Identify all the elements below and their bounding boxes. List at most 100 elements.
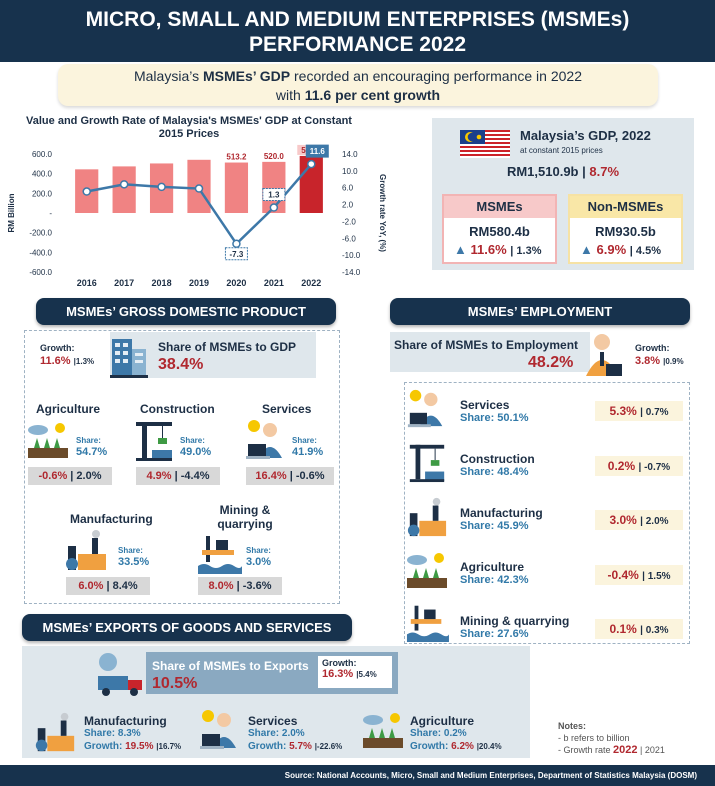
non-msme-gdp-card: Non-MSMEs RM930.5b ▲ 6.9% | 4.5% [568, 194, 683, 264]
x-tick-label: 2021 [264, 278, 284, 288]
services-person-icon [407, 389, 443, 428]
y-tick-label: 200.0 [32, 189, 53, 198]
employment-sector-share: Share: 45.9% [460, 520, 529, 532]
y-tick-label: -400.0 [29, 248, 52, 257]
gdp-share-value: 38.4% [158, 356, 204, 373]
bar-label: 520.0 [264, 152, 285, 161]
infographic-header: MICRO, SMALL AND MEDIUM ENTERPRISES (MSM… [0, 0, 715, 62]
manufacturing-gdp-share: 33.5% [118, 556, 150, 568]
construction-crane-icon [136, 422, 172, 461]
employment-share-banner [390, 332, 590, 372]
exports-sector-growth: Growth: 5.7% |-22.6% [248, 741, 343, 752]
employment-section-frame [404, 382, 690, 644]
up-arrow-icon: ▲ [580, 242, 593, 257]
employment-share-label: Share of MSMEs to Employment [394, 338, 579, 352]
x-tick-label: 2022 [301, 278, 321, 288]
construction-gdp-growth: 4.9% | -4.4% [136, 467, 220, 485]
intro-highlight: MSMEs’ GDP [202, 68, 291, 84]
exports-share-value: 10.5% [152, 675, 198, 692]
growth-label-bg [262, 188, 286, 202]
exports-sector-name: Agriculture [410, 714, 475, 728]
y2-tick-label: -2.0 [342, 217, 356, 226]
growth-point [119, 180, 129, 189]
services-person-icon [246, 420, 282, 459]
y2-tick-label: 2.0 [342, 201, 354, 210]
manufacturing-gdp-growth: 6.0% | 8.4% [66, 577, 150, 595]
bar-label: 513.2 [226, 153, 247, 162]
chart-title: Value and Growth Rate of Malaysia's MSME… [26, 115, 352, 140]
notes: Notes: - b refers to billion - Growth ra… [558, 720, 665, 756]
y-tick-label: 400.0 [32, 170, 53, 179]
gdp-share-label: Share of MSMEs to GDP [158, 340, 297, 354]
non-msme-card-title: Non-MSMEs [570, 196, 681, 218]
employment-sector-growth: -0.4% | 1.5% [595, 565, 683, 585]
exports-share-label: Share of MSMEs to Exports [152, 659, 309, 673]
malaysia-flag-icon [460, 130, 510, 158]
exports-growth-label: Growth: [322, 658, 357, 668]
gdp-bar [112, 166, 136, 213]
factory-icon [35, 712, 75, 752]
services-person-icon [200, 710, 236, 749]
msme-card-growth: ▲ 11.6% | 1.3% [454, 242, 542, 257]
employment-sector-growth: 0.2% | -0.7% [595, 456, 683, 476]
agriculture-icon [363, 713, 403, 748]
share-label: Share: [180, 436, 205, 445]
y-tick-label: 600.0 [32, 150, 53, 159]
oil-rig-icon [406, 605, 449, 642]
notes-line: - Growth rate 2022 | 2021 [558, 744, 665, 756]
growth-point [157, 182, 166, 192]
gdp-title: Malaysia’s GDP, 2022 [520, 128, 651, 143]
employment-sector-share: Share: 27.6% [460, 628, 529, 640]
growth-label: -7.3 [230, 250, 244, 259]
exports-sector-share: Share: 0.2% [410, 728, 467, 739]
growth-point [194, 184, 204, 193]
gdp-value: RM1,510.9b | 8.7% [506, 164, 620, 179]
services-gdp-growth: 16.4% | -0.6% [246, 467, 334, 485]
employment-sector-name: Construction [460, 452, 535, 466]
gdp-bar [224, 162, 249, 213]
oil-rig-icon [198, 536, 242, 574]
growth-point [232, 239, 241, 249]
x-tick-label: 2017 [114, 278, 134, 288]
share-label: Share: [76, 436, 101, 445]
growth-point [82, 187, 91, 196]
gdp-sector-name: Construction [140, 402, 215, 416]
msme-card-title: MSMEs [444, 196, 555, 218]
exports-sector-share: Share: 8.3% [84, 728, 141, 739]
services-gdp-share: 41.9% [292, 446, 324, 458]
intro-highlight: 11.6 per cent growth [304, 87, 441, 103]
construction-gdp-share: 49.0% [180, 446, 212, 458]
employment-sector-growth: 0.1% | 0.3% [595, 619, 683, 639]
gdp-chart: 600.0 400.0 200.0 - -200.0 -400.0 -600.0 14.0 10… [7, 144, 387, 288]
msme-gdp-card: MSMEs RM580.4b ▲ 11.6% | 1.3% [442, 194, 557, 264]
x-tick-label: 2019 [189, 278, 209, 288]
construction-crane-icon [409, 444, 445, 483]
exports-sector-growth: Growth: 19.5% |16.7% [84, 741, 182, 752]
employment-sector-growth: 5.3% | 0.7% [595, 401, 683, 421]
exports-growth: 16.3% |5.4% [322, 668, 377, 680]
x-tick-label: 2020 [226, 278, 246, 288]
employment-section-title: MSMEs’ EMPLOYMENT [390, 298, 690, 325]
y-tick-label: -600.0 [29, 268, 52, 277]
growth-point [269, 203, 279, 212]
y-tick-label: -200.0 [29, 229, 52, 238]
y2-tick-label: -10.0 [342, 251, 361, 260]
exports-section-title: MSMEs’ EXPORTS OF GOODS AND SERVICES [22, 614, 352, 641]
share-label: Share: [118, 546, 143, 555]
gdp-sector-name: Agriculture [36, 402, 101, 416]
intro-text: Malaysia’s [133, 68, 203, 84]
exports-sector-share: Share: 2.0% [248, 728, 305, 739]
share-label: Share: [292, 436, 317, 445]
growth-point [307, 159, 316, 169]
non-msme-card-value: RM930.5b [595, 224, 656, 239]
notes-title: Notes: [558, 721, 587, 731]
factory-icon [66, 530, 106, 570]
y2-axis-label: Growth rate YoY, (%) [378, 174, 387, 252]
employment-sector-share: Share: 42.3% [460, 574, 529, 586]
employment-share-value: 48.2% [528, 354, 574, 371]
y2-tick-label: -14.0 [342, 268, 361, 277]
gdp-section-frame [24, 330, 340, 604]
up-arrow-icon: ▲ [454, 242, 467, 257]
exports-sector-growth: Growth: 6.2% |20.4% [410, 741, 502, 752]
growth-label-bg [224, 247, 248, 261]
